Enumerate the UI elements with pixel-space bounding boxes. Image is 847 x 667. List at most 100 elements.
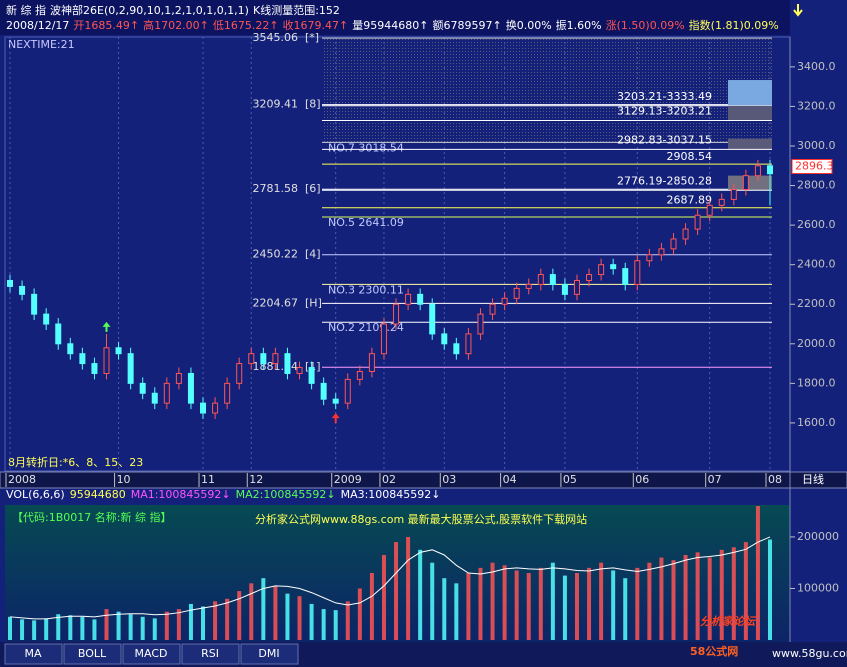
header-text: 换0.00% — [506, 18, 552, 32]
candle-body — [610, 264, 617, 270]
volume-header: MA3:100845592↓ — [341, 488, 441, 501]
volume-bar — [514, 570, 519, 640]
volume-bar — [8, 616, 12, 640]
candle-body — [682, 228, 689, 240]
tab-label[interactable]: MACD — [135, 647, 168, 660]
header-text: K线测量范围:152 — [253, 3, 340, 17]
volume-bar — [574, 573, 579, 640]
x-tick-label: 06 — [635, 473, 649, 486]
x-tick-label: 11 — [201, 473, 215, 486]
code-text: 【代码:1B0017 名称:新 综 指】 — [12, 510, 171, 524]
volume-bar — [176, 609, 181, 640]
header-bar — [0, 0, 790, 35]
candle-body — [489, 303, 496, 315]
header-text: 波神部26E(0,2,90,10,1,2,1,0,1,0,1,1) — [50, 3, 249, 17]
candle-body — [573, 280, 580, 295]
volume-bar — [80, 616, 85, 640]
tab-label[interactable]: RSI — [201, 647, 219, 660]
volume-bar — [719, 549, 724, 640]
y-tick-label: 1600.0 — [797, 416, 836, 429]
volume-bar — [309, 603, 314, 640]
nexttime: NEXTIME:21 — [8, 38, 75, 51]
candle-body — [586, 274, 593, 282]
zone-box — [728, 175, 772, 191]
x-tick-label: 2009 — [334, 473, 362, 486]
y-tick-label: 3400.0 — [797, 60, 836, 73]
volume-bar — [92, 619, 97, 640]
tab[interactable] — [63, 643, 122, 665]
candle-body — [453, 343, 460, 355]
tab-label[interactable]: DMI — [258, 647, 279, 660]
tab-label[interactable]: BOLL — [78, 647, 107, 660]
level-tag: [*] — [305, 31, 319, 44]
candle-body — [320, 382, 327, 400]
header-text: 收1679.47↑ — [283, 18, 349, 32]
candle-body — [706, 204, 713, 216]
candle-body — [43, 313, 50, 325]
volume-bar — [394, 542, 399, 640]
candle-body — [465, 333, 472, 355]
candle-body — [694, 214, 701, 230]
tab[interactable] — [240, 643, 299, 665]
level-value: 2204.67 — [253, 296, 299, 309]
candle-body — [477, 313, 484, 335]
zone-label: 2908.54 — [667, 150, 713, 163]
volume-bar — [164, 611, 169, 640]
volume-bar — [321, 609, 326, 640]
candle-body — [561, 283, 568, 295]
tab[interactable] — [122, 643, 181, 665]
y-tick-label: 100000 — [797, 581, 839, 594]
volume-bar — [20, 619, 25, 640]
candle-body — [332, 398, 339, 404]
volume-bar — [683, 554, 688, 640]
level-value: 2781.58 — [253, 182, 299, 195]
zone-label: 3129.13-3203.21 — [617, 104, 712, 117]
mark-label: NO.2 2109.24 — [328, 321, 404, 334]
x-tick-label: 03 — [442, 473, 456, 486]
header-text: 低1675.22↑ — [213, 19, 279, 32]
zone-label: 2687.89 — [667, 194, 713, 207]
candle-body — [79, 353, 86, 365]
x-tick-label: 2008 — [8, 473, 36, 486]
volume-bar — [550, 562, 555, 640]
last-price: 2896.3 — [795, 160, 834, 173]
y-tick-label: 2400.0 — [797, 258, 836, 271]
volume-bar — [707, 557, 712, 640]
target-zone — [322, 38, 772, 143]
mark-label: NO.3 2300.11 — [328, 283, 404, 296]
volume-bar — [128, 614, 133, 640]
candle-body — [441, 333, 448, 345]
tab[interactable] — [181, 643, 240, 665]
volume-bar — [599, 562, 604, 640]
volume-bar — [285, 593, 290, 640]
x-tick-label: 02 — [382, 473, 396, 486]
candle-body — [501, 297, 508, 305]
level-tag: [6] — [305, 182, 321, 195]
period-label: 日线 — [802, 472, 824, 486]
volume-bar — [635, 567, 640, 640]
header-text: 振1.60% — [556, 18, 602, 32]
tab-label[interactable]: MA — [24, 647, 41, 660]
candle-body — [368, 353, 375, 372]
volume-bar — [68, 615, 73, 640]
candle-body — [236, 363, 243, 384]
volume-bar — [140, 616, 145, 640]
volume-bar — [466, 573, 471, 640]
header-text: 2008/12/17 — [6, 19, 69, 32]
volume-bar — [587, 567, 592, 640]
volume-bar — [478, 567, 483, 640]
volume-bar — [357, 588, 362, 640]
tab[interactable] — [4, 643, 63, 665]
header-text: 额6789597↑ — [433, 19, 502, 32]
candle-body — [718, 198, 725, 206]
watermark-url: www.58gu.com — [772, 647, 847, 660]
y-tick-label: 2200.0 — [797, 297, 836, 310]
scroll-icon — [793, 4, 803, 17]
candle-body — [175, 372, 182, 384]
candle-body — [7, 280, 13, 287]
candle-body — [405, 293, 412, 305]
mark-label: NO.7 3018.54 — [328, 141, 404, 154]
candle-body — [224, 382, 231, 404]
candle-body — [103, 347, 110, 374]
